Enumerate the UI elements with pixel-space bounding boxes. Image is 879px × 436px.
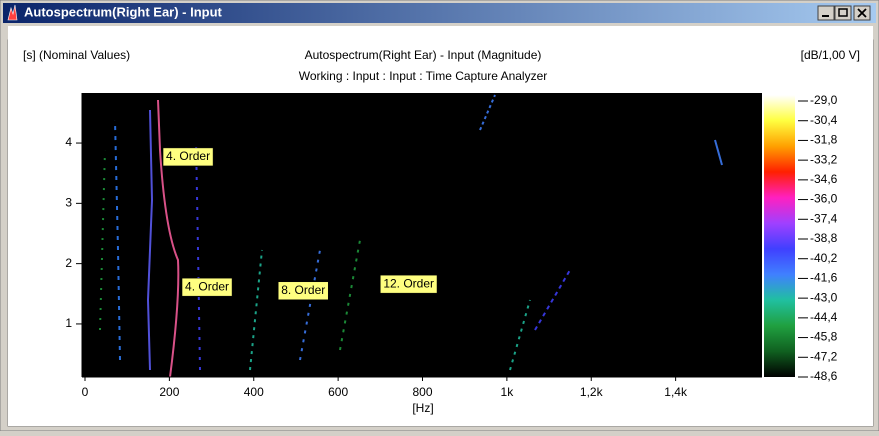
y-tick-label: 4 — [65, 135, 72, 149]
x-tick-label: 0 — [82, 385, 89, 399]
colorbar-tick-label: -44,4 — [810, 310, 838, 324]
colorbar-tick-label: -40,2 — [810, 251, 838, 265]
colorbar-tick-label: -48,6 — [810, 369, 838, 383]
annotation: 4. Order — [181, 277, 233, 297]
x-axis-label: [Hz] — [412, 401, 433, 415]
annotation-box — [162, 147, 214, 167]
colorbar-tick-label: -30,4 — [810, 113, 838, 127]
colorbar-tick-label: -31,8 — [810, 133, 838, 147]
window-title: Autospectrum(Right Ear) - Input — [24, 4, 223, 19]
annotation-box — [380, 274, 438, 294]
annotation-label: 4. Order — [166, 149, 210, 163]
y-tick-label: 3 — [65, 196, 72, 210]
colorbar-tick-label: -41,6 — [810, 271, 838, 285]
colorbar-tick-label: -33,2 — [810, 152, 838, 166]
colorbar-tick-label: -34,6 — [810, 172, 838, 186]
unit-label: [dB/1,00 V] — [801, 48, 860, 62]
annotation-label: 4. Order — [185, 279, 229, 293]
annotation-box — [181, 277, 233, 297]
annotation: 4. Order — [162, 147, 214, 167]
annotation-label: 8. Order — [281, 283, 325, 297]
y-tick-label: 2 — [65, 256, 72, 270]
colorbar-tick-label: -45,8 — [810, 330, 838, 344]
annotation-label: 12. Order — [383, 276, 434, 290]
colorbar-tick-label: -38,8 — [810, 231, 838, 245]
x-tick-label: 800 — [412, 385, 432, 399]
colorbar-tick-label: -36,0 — [810, 192, 838, 206]
x-tick-label: 600 — [328, 385, 348, 399]
minimize-button[interactable] — [817, 5, 835, 21]
x-tick-label: 1k — [501, 385, 515, 399]
x-tick-label: 200 — [159, 385, 179, 399]
annotation-box — [277, 281, 329, 301]
window-buttons[interactable] — [817, 5, 871, 21]
colorbar — [764, 95, 795, 377]
x-tick-label: 1,4k — [664, 385, 688, 399]
plot-area — [82, 93, 762, 377]
annotation: 8. Order — [277, 281, 329, 301]
chart-title: Autospectrum(Right Ear) - Input (Magnitu… — [305, 48, 542, 62]
app-icon — [7, 4, 18, 21]
colorbar-tick-label: -47,2 — [810, 349, 838, 363]
y-axis-label: [s] (Nominal Values) — [23, 48, 130, 62]
maximize-button[interactable] — [834, 5, 852, 21]
annotation: 12. Order — [380, 274, 438, 294]
x-tick-label: 400 — [244, 385, 264, 399]
chart-subtitle: Working : Input : Input : Time Capture A… — [299, 69, 548, 83]
title-bar — [3, 3, 876, 23]
y-tick-label: 1 — [65, 316, 72, 330]
colorbar-tick-label: -37,4 — [810, 211, 838, 225]
colorbar-tick-label: -29,0 — [810, 93, 838, 107]
spectrum-texture — [99, 94, 723, 378]
colorbar-tick-label: -43,0 — [810, 290, 838, 304]
x-tick-label: 1,2k — [580, 385, 604, 399]
